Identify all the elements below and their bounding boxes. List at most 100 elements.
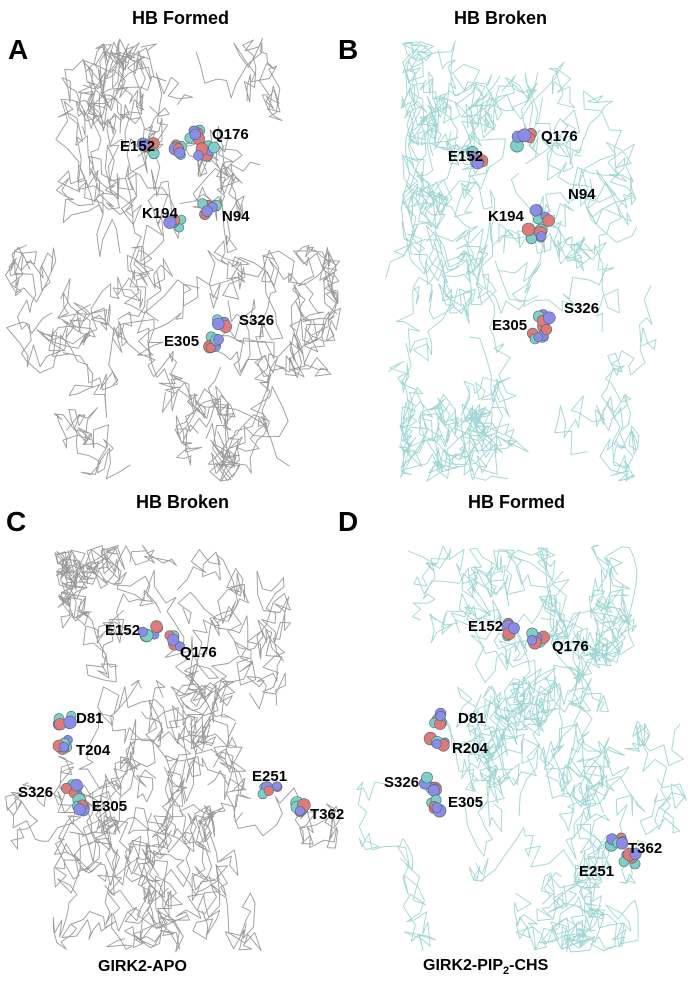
atom-sphere bbox=[294, 805, 306, 817]
residue-spheres bbox=[466, 145, 489, 170]
panel-d: D HB Formed E152 Q176 D81 R204 S326 E305… bbox=[338, 490, 692, 960]
atom-sphere bbox=[189, 128, 201, 141]
panel-a: A HB Formed E152 Q176 K194 N94 S326 E305 bbox=[0, 0, 346, 490]
residue-spheres bbox=[184, 124, 206, 146]
caption-girk2-apo: GIRK2-APO bbox=[98, 958, 187, 975]
backbone-path bbox=[5, 37, 341, 482]
atom-sphere bbox=[529, 204, 542, 217]
residue-label-e152: E152 bbox=[105, 622, 141, 639]
residue-spheres bbox=[526, 627, 550, 650]
residue-label-e305: E305 bbox=[492, 317, 528, 334]
atom-sphere bbox=[542, 214, 555, 227]
atom-sphere bbox=[507, 622, 520, 635]
residue-label-q176: Q176 bbox=[180, 644, 217, 661]
residue-spheres bbox=[510, 128, 537, 153]
residue-label-t362: T362 bbox=[628, 840, 663, 857]
residue-spheres bbox=[290, 796, 311, 817]
residue-spheres bbox=[137, 137, 160, 160]
residue-spheres bbox=[164, 630, 186, 652]
panel-letter-d: D bbox=[338, 506, 359, 537]
atom-sphere bbox=[471, 157, 484, 170]
residue-label-e251: E251 bbox=[252, 768, 288, 785]
atom-sphere bbox=[208, 141, 220, 154]
residue-label-n94: N94 bbox=[568, 186, 596, 203]
atom-sphere bbox=[150, 620, 163, 633]
residue-label-s326: S326 bbox=[384, 774, 420, 791]
atom-sphere bbox=[517, 128, 532, 143]
residue-label-k194: K194 bbox=[488, 208, 524, 225]
residue-spheres bbox=[618, 847, 642, 870]
panel-b: B HB Broken Q176 E152 N94 K194 S326 E305 bbox=[338, 0, 692, 490]
atom-sphere bbox=[435, 711, 446, 722]
residue-spheres bbox=[52, 710, 77, 731]
atom-sphere bbox=[137, 626, 148, 637]
residue-label-d81: D81 bbox=[458, 710, 486, 727]
residue-spheres bbox=[212, 314, 232, 333]
panel-letter-a: A bbox=[8, 34, 29, 65]
caption-prefix: GIRK2-PIP bbox=[423, 957, 504, 974]
residue-spheres bbox=[426, 794, 447, 818]
atom-sphere bbox=[58, 742, 70, 753]
panel-title-a: HB Formed bbox=[132, 8, 230, 28]
residue-label-t362: T362 bbox=[310, 806, 345, 823]
atom-sphere bbox=[431, 802, 443, 813]
residue-label-q176: Q176 bbox=[552, 638, 589, 655]
atom-sphere bbox=[63, 715, 77, 729]
panel-letter-c: C bbox=[6, 506, 27, 537]
residue-spheres bbox=[501, 617, 520, 642]
residue-spheres bbox=[418, 771, 442, 797]
backbone-trace-b bbox=[385, 40, 657, 482]
atom-sphere bbox=[521, 222, 536, 237]
atom-sphere bbox=[526, 635, 538, 646]
caption-girk2-pip2-chs: GIRK2-PIP2-CHS bbox=[423, 957, 548, 977]
residue-label-q176: Q176 bbox=[541, 128, 578, 145]
atom-sphere bbox=[431, 738, 442, 749]
atom-sphere bbox=[543, 311, 556, 325]
atom-sphere bbox=[163, 216, 177, 229]
residue-spheres bbox=[168, 139, 187, 160]
residue-spheres bbox=[137, 620, 164, 643]
atom-sphere bbox=[629, 847, 642, 860]
residue-label-s326: S326 bbox=[564, 300, 600, 317]
residue-label-q176: Q176 bbox=[212, 126, 249, 143]
residue-label-e251: E251 bbox=[579, 863, 615, 880]
atom-sphere bbox=[536, 231, 547, 242]
backbone-path bbox=[5, 544, 341, 953]
residue-label-e152: E152 bbox=[448, 148, 484, 165]
residue-spheres bbox=[197, 198, 222, 220]
residue-label-n94: N94 bbox=[222, 208, 250, 225]
residue-label-e305: E305 bbox=[164, 333, 200, 350]
residue-spheres bbox=[203, 331, 224, 354]
panel-title-b: HB Broken bbox=[454, 8, 548, 28]
atom-sphere bbox=[533, 332, 544, 343]
atom-sphere bbox=[213, 334, 224, 345]
residue-label-k194: K194 bbox=[142, 205, 178, 222]
atom-sphere bbox=[427, 784, 441, 797]
atom-sphere bbox=[167, 633, 180, 646]
atom-sphere bbox=[193, 150, 204, 161]
atom-sphere bbox=[70, 779, 83, 792]
residue-label-e152: E152 bbox=[120, 138, 156, 155]
atom-sphere bbox=[263, 785, 274, 796]
residue-spheres bbox=[52, 735, 73, 755]
atom-sphere bbox=[201, 205, 213, 217]
residue-spheres bbox=[429, 707, 447, 730]
atom-sphere bbox=[205, 342, 216, 353]
residue-label-s326: S326 bbox=[239, 312, 275, 329]
backbone-path bbox=[385, 40, 657, 482]
residue-label-t204: T204 bbox=[76, 742, 111, 759]
atom-sphere bbox=[73, 803, 86, 816]
atom-sphere bbox=[174, 147, 186, 159]
atom-sphere bbox=[421, 771, 433, 784]
residue-spheres bbox=[257, 781, 283, 800]
caption-subscript: 2 bbox=[503, 965, 510, 978]
residue-label-r204: R204 bbox=[452, 740, 488, 757]
residue-spheres bbox=[521, 222, 548, 245]
residue-spheres bbox=[193, 140, 220, 162]
residue-spheres bbox=[529, 204, 555, 227]
panel-title-d: HB Formed bbox=[468, 492, 566, 512]
caption-suffix: -CHS bbox=[509, 957, 549, 974]
atom-sphere bbox=[175, 641, 186, 652]
atom-sphere bbox=[139, 139, 150, 150]
residue-label-s326: S326 bbox=[18, 784, 54, 801]
